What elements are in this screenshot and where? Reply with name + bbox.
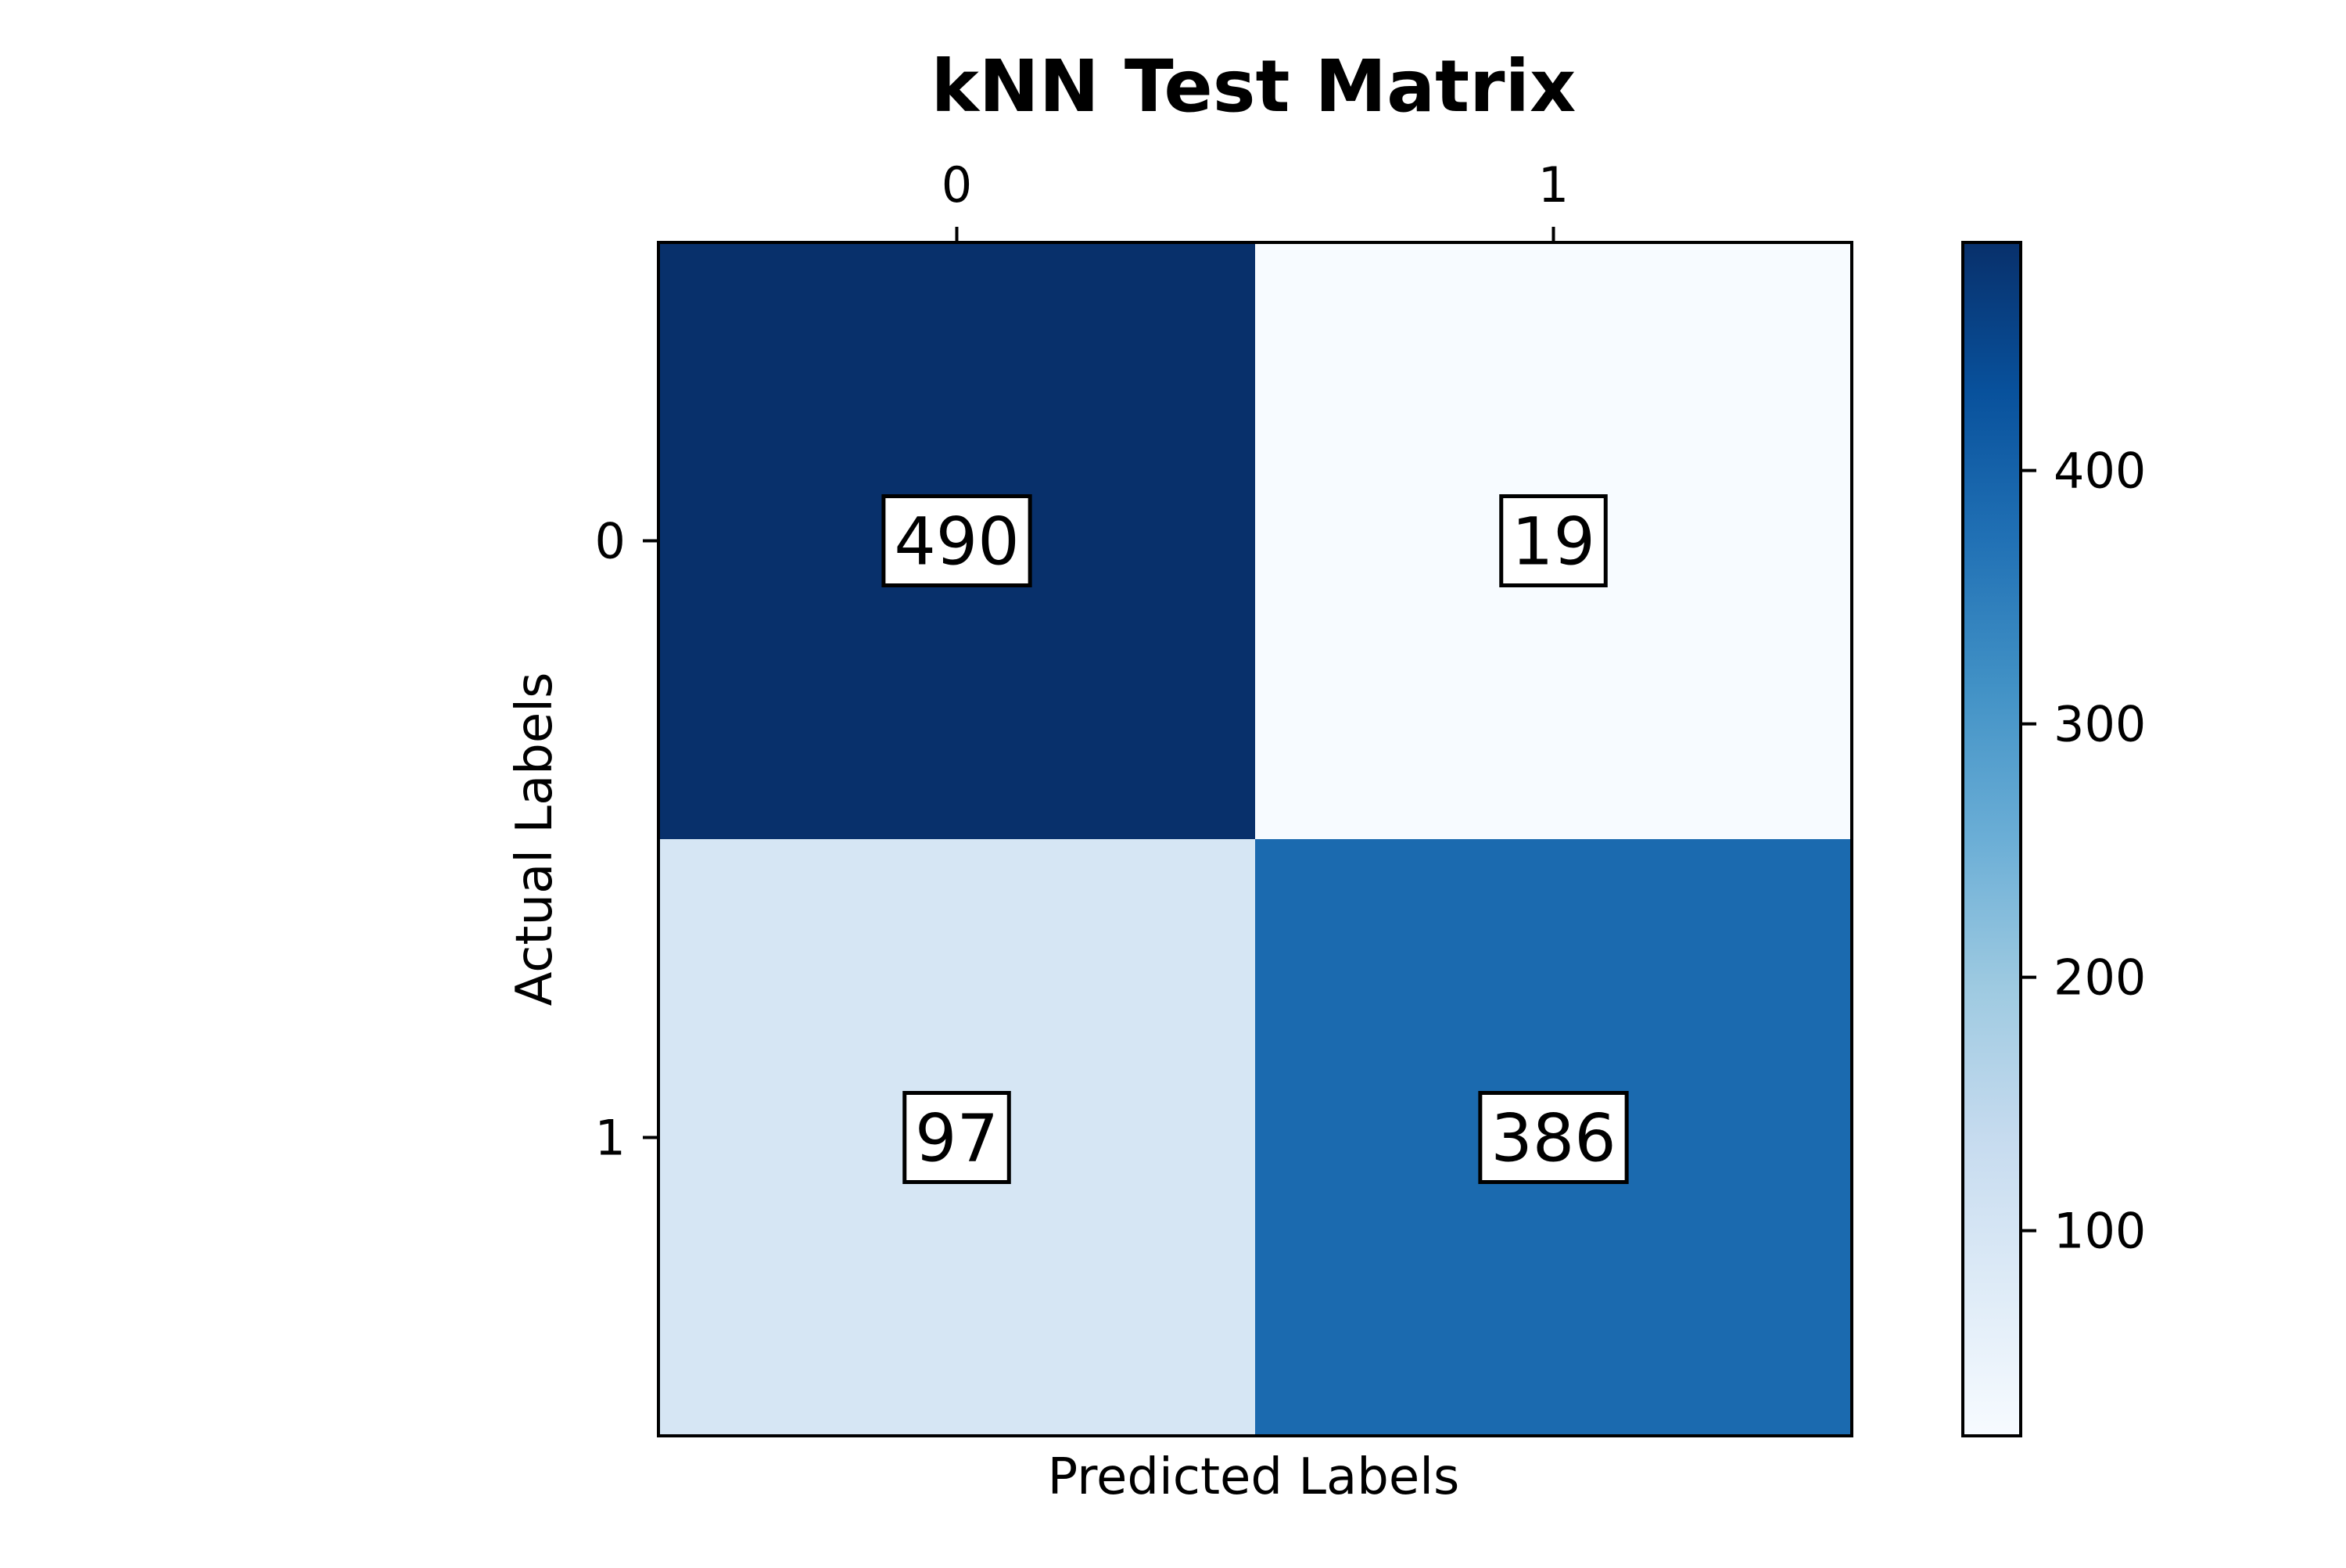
- colorbar-tick-label-2: 300: [2054, 696, 2146, 753]
- x-axis-label: Predicted Labels: [1048, 1448, 1460, 1506]
- cell-label-box-0-0: [881, 494, 1032, 587]
- colorbar-tick-label-0: 100: [2054, 1203, 2146, 1260]
- chart-title: kNN Test Matrix: [931, 45, 1577, 128]
- cell-labels-layer: 490 19 97 386: [881, 494, 1629, 1184]
- cell-value-label-0-0: 490: [894, 504, 1019, 580]
- axis-ticks-layer: 0 1 0 1: [595, 156, 1569, 1167]
- cell-value-label-1-1: 386: [1490, 1100, 1616, 1177]
- plot-frame: [657, 241, 1853, 1437]
- cell-value-label-1-0: 97: [915, 1100, 999, 1177]
- colorbar-tick-label-3: 400: [2054, 443, 2146, 500]
- x-tick-label-0: 0: [942, 156, 972, 213]
- y-axis-label: Actual Labels: [506, 673, 564, 1006]
- cell-value-label-0-1: 19: [1512, 504, 1595, 580]
- colorbar: 100 200 300 400: [1961, 241, 2146, 1437]
- y-tick-label-0: 0: [595, 513, 626, 570]
- colorbar-tick-label-1: 200: [2054, 949, 2146, 1006]
- plot-frame-layer: [657, 241, 1853, 1437]
- y-tick-label-1: 1: [595, 1110, 626, 1167]
- cell-label-box-0-1: [1499, 494, 1608, 587]
- heatmap-cells: [658, 242, 1853, 1437]
- cell-label-box-1-1: [1478, 1091, 1629, 1184]
- cell-label-box-1-0: [902, 1091, 1011, 1184]
- colorbar-gradient: [1963, 242, 2021, 1436]
- colorbar-frame: [1961, 241, 2022, 1437]
- x-tick-label-1: 1: [1538, 156, 1569, 213]
